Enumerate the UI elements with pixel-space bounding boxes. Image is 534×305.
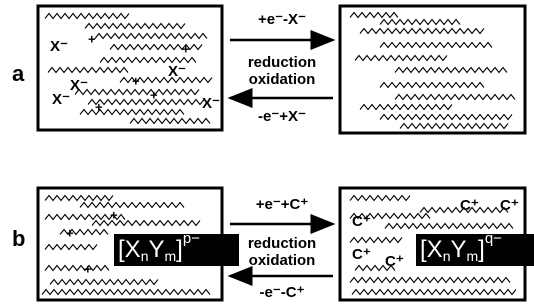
polymer-chain [48,68,128,73]
charge: + [182,41,190,56]
cation: C⁺ [500,197,519,214]
polymer-chain [130,119,210,124]
polymer-chain [42,290,210,295]
polymer-chain [360,29,484,34]
charge: + [150,87,158,102]
polymer-chain [350,238,402,243]
polymer-chain [380,20,460,25]
reverse-label: -e⁻-C⁺ [260,284,305,301]
charge: + [66,225,74,240]
formula-part: m [165,248,177,264]
formula-part: p− [183,230,200,247]
reduction: reduction [248,54,316,71]
diagram: a +e⁻-X⁻ reduction oxidation -e⁻+X⁻ b +e… [0,0,534,305]
polymer-chain [100,58,196,63]
formula-part: n [443,248,451,264]
polymer-chain [380,115,512,120]
formula-part: n [141,248,149,264]
panel-label: b [12,226,25,251]
anion: X⁻ [70,77,88,94]
polymer-chain [85,24,185,29]
cation: C⁺ [352,246,371,263]
polymer-chain [350,278,510,283]
polymer-chain [350,196,410,201]
anion: X⁻ [168,63,186,80]
charge: + [110,207,118,222]
reduction: reduction [248,235,316,252]
charge: + [95,99,103,114]
formula-part: X [427,236,443,263]
cation: C⁺ [460,197,479,214]
formula-part: X [125,236,141,263]
polymer-chain [45,14,129,19]
formula-part: ] [176,236,183,263]
oxidation: oxidation [249,252,316,269]
panel-label: a [12,61,25,86]
polymer-chain [380,83,484,88]
polymer-chain [395,95,515,100]
polymer-chain [92,221,200,226]
formula-part: q− [485,230,502,247]
polymer-chain [385,224,513,229]
charge: + [132,73,140,88]
polymer-chain [45,245,97,250]
polymer-chain [395,68,507,73]
forward-label: +e⁻-X⁻ [258,11,306,28]
polymer-chain [45,196,113,201]
polymer-chain [95,34,207,39]
anion: X⁻ [52,91,70,108]
formula-part: Y [450,236,466,263]
polymer-chain [80,203,184,208]
polymer-chain [355,56,447,61]
formula-part: ] [478,236,485,263]
cation: C⁺ [352,213,371,230]
polymer-chain [360,105,452,110]
polymer-chain [380,43,492,48]
cation: C⁺ [385,253,404,270]
anion: X⁻ [50,38,68,55]
formula-part: m [467,248,479,264]
polymer-chain [50,280,158,285]
oxidation: oxidation [249,71,316,88]
formula-part: Y [148,236,164,263]
polymer-chain [352,290,516,295]
polymer-chain [88,100,204,105]
polymer-chain [400,124,508,129]
forward-label: +e⁻+C⁺ [256,196,309,213]
charge: + [84,261,92,276]
polymer-chain [45,266,109,271]
charge: + [88,31,96,46]
reverse-label: -e⁻+X⁻ [258,108,306,125]
polymer-chain [75,90,199,95]
anion: X⁻ [202,95,220,112]
polymer-chain [350,13,398,18]
